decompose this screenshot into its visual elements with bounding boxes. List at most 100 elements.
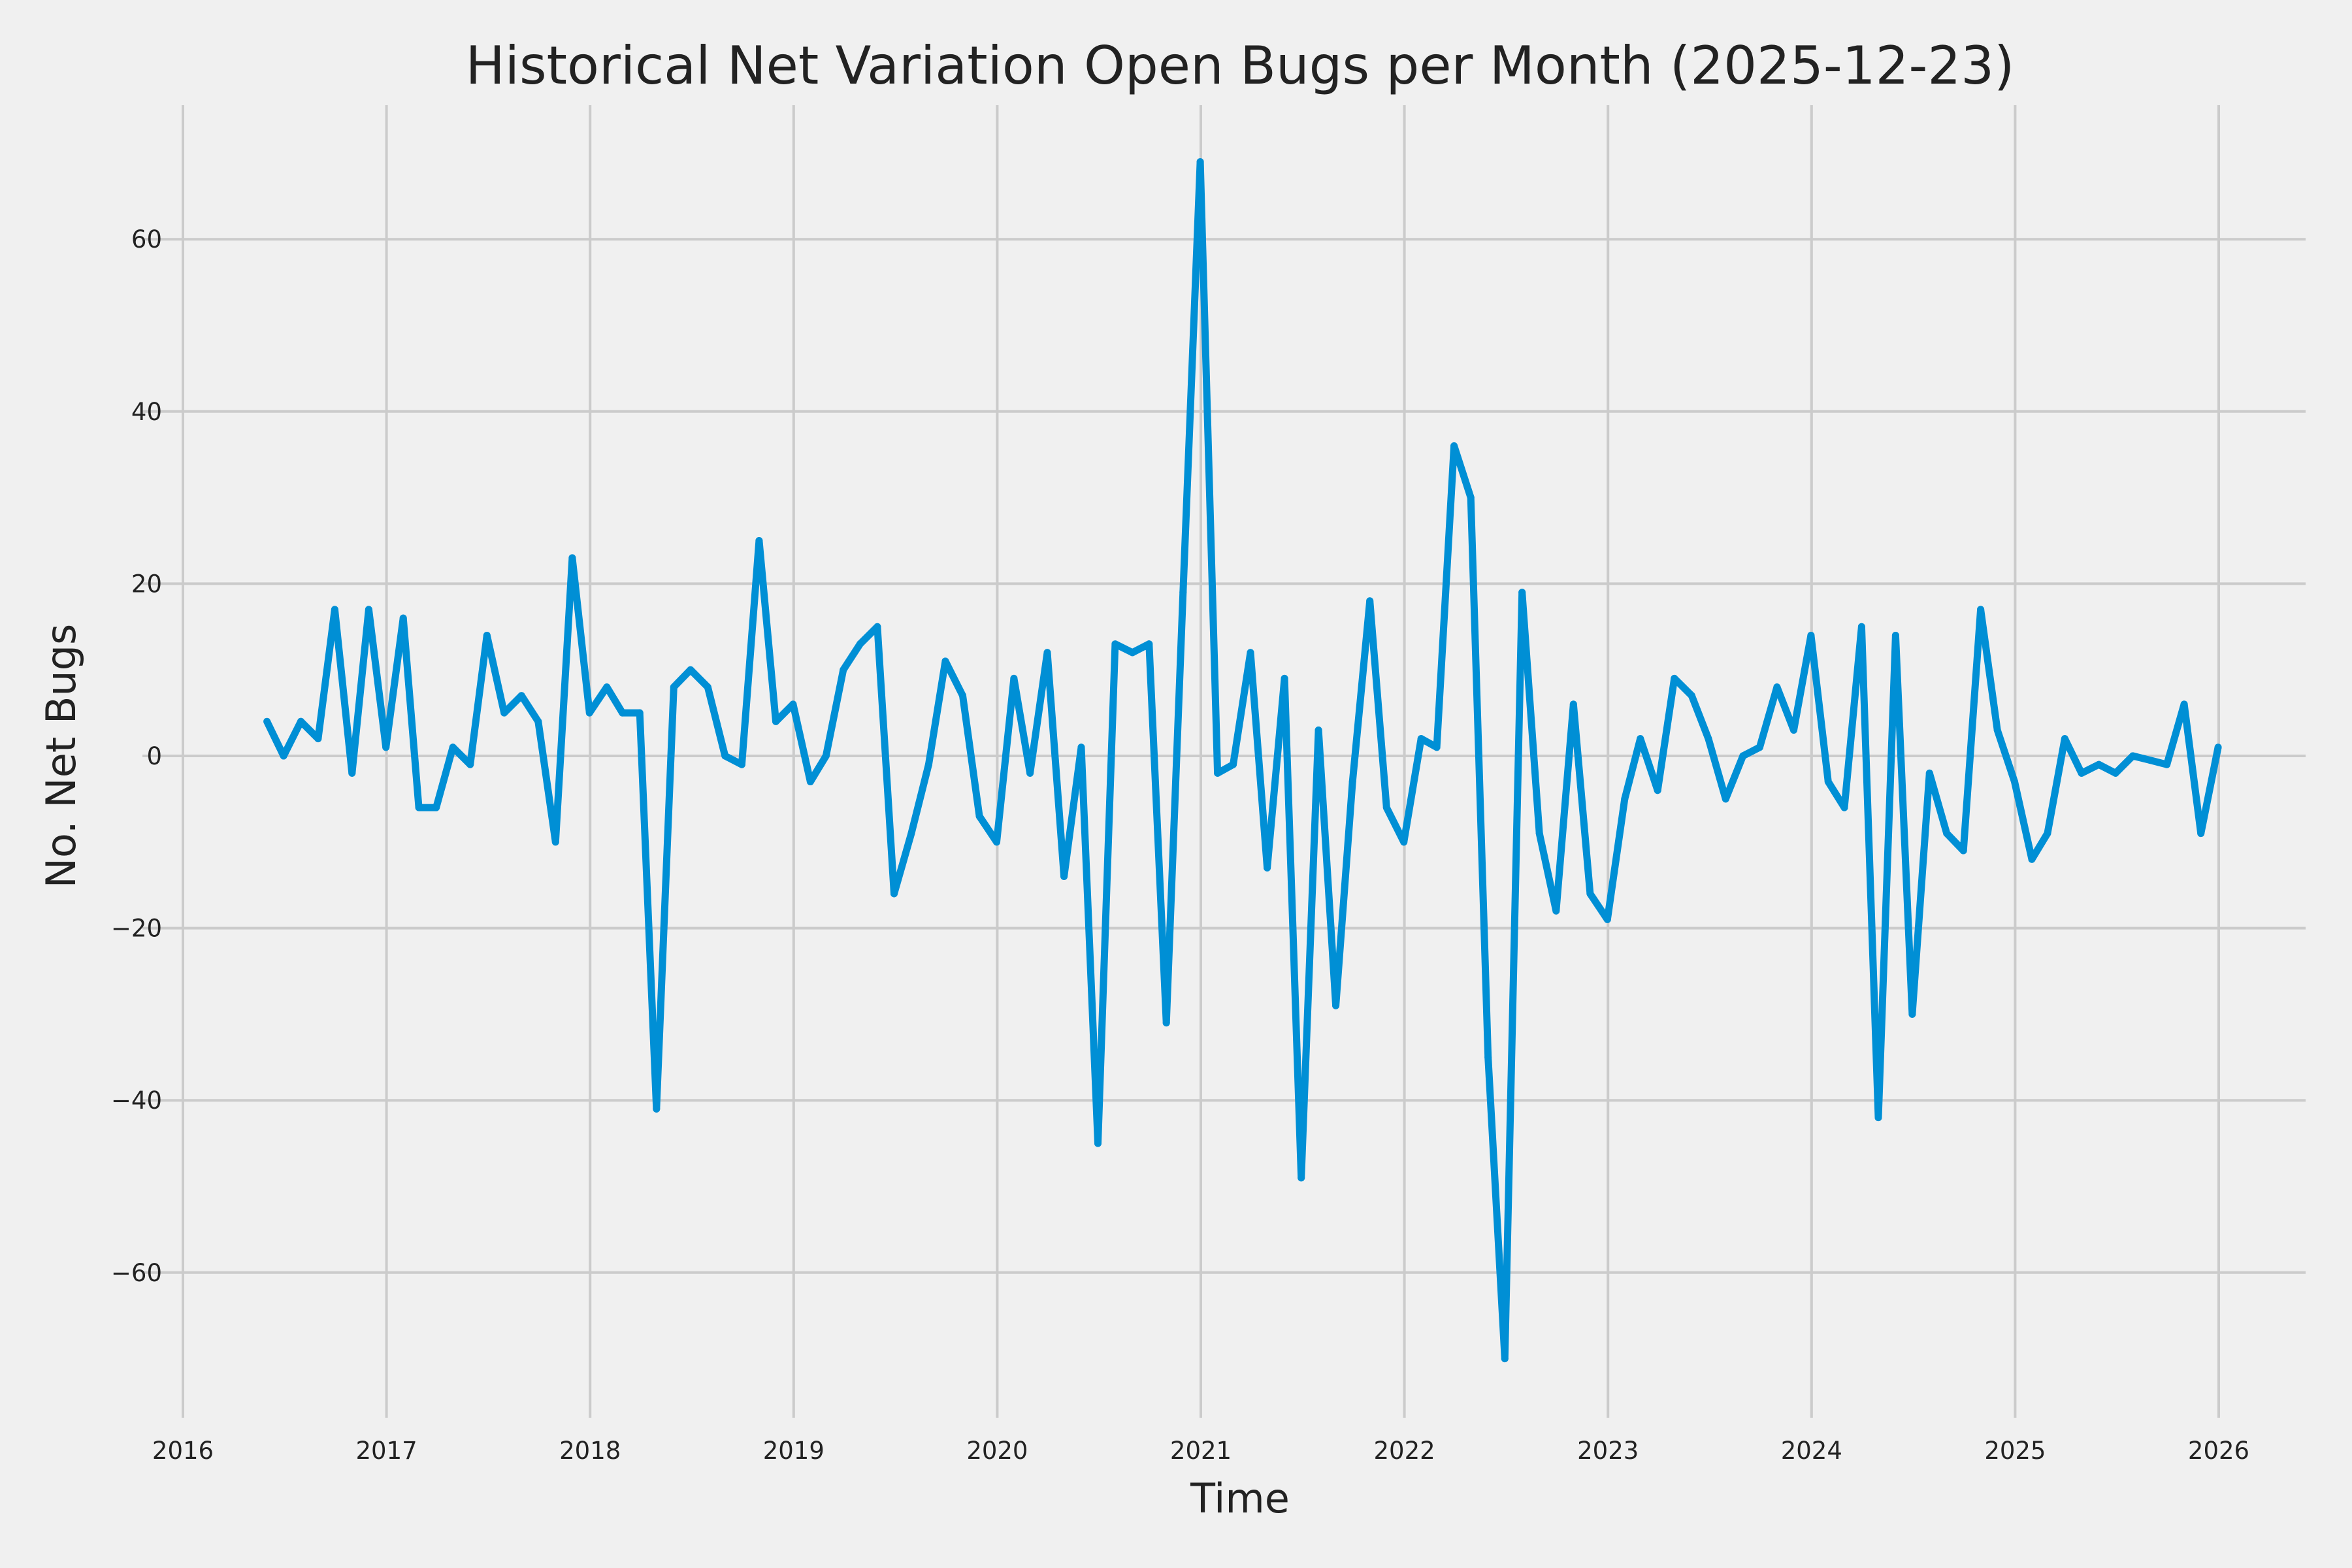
data-point <box>1993 727 2001 734</box>
data-point <box>1637 735 1644 743</box>
data-point <box>1824 778 1832 785</box>
data-point <box>1043 649 1051 657</box>
data-point <box>365 606 372 613</box>
data-point <box>1247 649 1254 657</box>
data-point <box>1501 1355 1509 1363</box>
data-point <box>704 683 711 691</box>
data-point <box>619 709 627 717</box>
data-point <box>670 683 678 691</box>
data-point <box>1603 915 1611 923</box>
x-tick-label: 2017 <box>356 1437 417 1465</box>
data-point <box>1450 442 1458 449</box>
data-point <box>993 838 1000 846</box>
data-point <box>1400 838 1408 846</box>
data-point <box>1128 649 1136 657</box>
data-point <box>890 890 898 898</box>
data-point <box>1908 1010 1916 1018</box>
y-tick-label: −20 <box>111 915 162 943</box>
data-point <box>433 804 440 811</box>
x-tick-label: 2021 <box>1170 1437 1232 1465</box>
data-point <box>1162 1019 1170 1027</box>
data-point <box>1705 735 1712 743</box>
x-tick-label: 2026 <box>2188 1437 2249 1465</box>
data-point <box>415 804 423 811</box>
data-point <box>1214 769 1222 777</box>
x-tick-label: 2023 <box>1577 1437 1639 1465</box>
data-point <box>568 554 576 562</box>
data-point <box>856 640 864 648</box>
data-point <box>822 752 830 760</box>
data-point <box>1621 795 1629 803</box>
data-point <box>1382 804 1390 811</box>
data-point <box>1315 727 1322 734</box>
y-tick-label: 60 <box>131 225 162 253</box>
y-tick-label: −60 <box>111 1259 162 1287</box>
data-point <box>1773 683 1781 691</box>
data-point <box>483 632 491 639</box>
data-point <box>924 760 932 768</box>
data-point <box>1807 632 1815 639</box>
data-point <box>941 657 949 665</box>
data-points <box>263 158 2222 1363</box>
data-point <box>534 717 542 725</box>
data-point <box>1264 864 1271 872</box>
data-point <box>585 709 593 717</box>
data-point <box>1026 769 1034 777</box>
data-point <box>2163 760 2171 768</box>
data-point <box>1077 743 1085 751</box>
data-point <box>2095 760 2102 768</box>
data-point <box>1688 692 1695 700</box>
y-axis-label: No. Net Bugs <box>37 624 85 889</box>
data-point <box>1756 743 1763 751</box>
data-point <box>2180 700 2188 708</box>
data-point <box>1094 1139 1102 1147</box>
data-point <box>806 778 814 785</box>
x-tick-label: 2019 <box>763 1437 825 1465</box>
data-point <box>1145 640 1153 648</box>
data-point <box>2078 769 2085 777</box>
data-point <box>2028 855 2036 863</box>
data-point <box>1857 623 1865 630</box>
y-tick-label: 0 <box>146 742 162 770</box>
data-point <box>636 709 644 717</box>
data-point <box>1959 847 1967 855</box>
data-point <box>789 700 797 708</box>
data-point <box>331 606 338 613</box>
data-point <box>1467 494 1475 502</box>
x-tick-label: 2020 <box>966 1437 1028 1465</box>
data-point <box>755 537 763 544</box>
data-point <box>2044 830 2051 838</box>
data-point <box>1671 674 1678 682</box>
data-point <box>1230 760 1237 768</box>
x-tick-label: 2025 <box>1984 1437 2046 1465</box>
data-point <box>2214 743 2222 751</box>
data-point <box>874 623 881 630</box>
y-tick-label: 20 <box>131 570 162 598</box>
x-tick-label: 2022 <box>1374 1437 1435 1465</box>
data-point <box>1196 158 1204 166</box>
x-axis-label: Time <box>1190 1475 1290 1522</box>
data-point <box>840 666 847 674</box>
data-point <box>280 752 287 760</box>
data-point <box>2011 778 2018 785</box>
data-point <box>1111 640 1119 648</box>
data-point <box>721 752 729 760</box>
data-point <box>348 769 356 777</box>
data-point <box>772 717 779 725</box>
data-point <box>2112 769 2119 777</box>
x-tick-label: 2018 <box>559 1437 621 1465</box>
data-point <box>1977 606 1985 613</box>
data-point <box>1433 743 1441 751</box>
data-point <box>975 812 983 820</box>
data-point <box>1179 589 1187 596</box>
data-point <box>1925 769 1933 777</box>
data-point <box>314 735 322 743</box>
data-point <box>2061 735 2068 743</box>
data-point <box>1010 674 1018 682</box>
data-point <box>687 666 694 674</box>
data-point <box>1654 787 1661 794</box>
data-point <box>1790 727 1797 734</box>
data-point <box>1943 830 1951 838</box>
data-point <box>738 760 745 768</box>
